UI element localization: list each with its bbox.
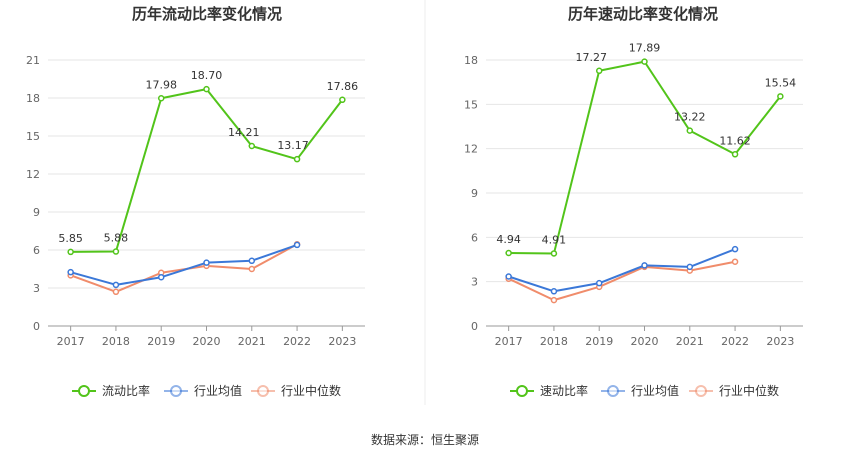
- data-point: [339, 96, 346, 104]
- data-point: [505, 273, 512, 280]
- data-point: [686, 127, 694, 134]
- y-tick-label: 3: [33, 282, 40, 295]
- y-tick-label: 9: [33, 206, 40, 219]
- data-point: [112, 288, 120, 296]
- y-tick-label: 0: [471, 320, 478, 333]
- data-point: [505, 249, 512, 257]
- legend-label: 流动比率: [102, 383, 150, 398]
- x-tick-label: 2017: [57, 335, 85, 348]
- x-tick-label: 2023: [766, 335, 794, 348]
- data-label: 15.54: [765, 76, 797, 89]
- y-tick-label: 18: [464, 54, 478, 67]
- data-point: [550, 250, 558, 257]
- data-point: [67, 248, 74, 256]
- legend-marker-icon: [257, 385, 269, 397]
- y-tick-label: 12: [26, 168, 40, 181]
- y-tick-label: 9: [471, 187, 478, 200]
- data-point: [595, 67, 603, 75]
- series-line: [508, 248, 736, 293]
- data-point: [293, 155, 301, 163]
- legend-marker-icon: [516, 385, 528, 397]
- legend-label: 行业均值: [194, 383, 242, 398]
- data-label: 17.98: [145, 78, 177, 91]
- y-tick-label: 6: [471, 231, 478, 244]
- series-line: [508, 60, 782, 255]
- y-tick-label: 6: [33, 244, 40, 257]
- chart-current-ratio: 历年流动比率变化情况 0 3 6 9 12 15 18 21 2017 2018 2019 2020 20…: [26, 5, 365, 398]
- data-point: [203, 259, 210, 266]
- data-point: [157, 95, 165, 102]
- data-point: [248, 142, 256, 150]
- data-point: [641, 262, 648, 269]
- y-tick-label: 18: [26, 92, 40, 105]
- x-tick-label: 2021: [238, 335, 266, 348]
- y-tick-label: 21: [26, 54, 40, 67]
- y-tick-label: 0: [33, 320, 40, 333]
- x-tick-label: 2020: [631, 335, 659, 348]
- data-point: [595, 279, 603, 287]
- legend-label: 行业均值: [631, 383, 679, 398]
- data-point: [248, 265, 256, 273]
- legend-label: 行业中位数: [281, 383, 341, 398]
- chart-title: 历年流动比率变化情况: [132, 5, 282, 23]
- data-label: 18.70: [191, 69, 223, 82]
- legend-marker-icon: [607, 385, 619, 397]
- data-point: [293, 241, 301, 249]
- y-tick-label: 15: [26, 130, 40, 143]
- data-label: 4.91: [542, 233, 567, 246]
- data-point: [157, 273, 165, 281]
- x-tick-label: 2018: [102, 335, 130, 348]
- data-point: [641, 58, 648, 65]
- data-label: 17.86: [327, 80, 359, 93]
- y-tick-label: 3: [471, 276, 478, 289]
- legend-marker-icon: [78, 385, 90, 397]
- legend-label: 行业中位数: [719, 383, 779, 398]
- data-point: [248, 257, 256, 265]
- data-point: [67, 268, 74, 276]
- x-tick-label: 2021: [676, 335, 704, 348]
- y-tick-label: 12: [464, 143, 478, 156]
- x-tick-label: 2019: [585, 335, 613, 348]
- data-label: 5.85: [58, 232, 83, 245]
- data-label: 17.89: [629, 42, 661, 55]
- data-point: [203, 85, 210, 93]
- x-tick-label: 2018: [540, 335, 568, 348]
- data-label: 11.62: [719, 134, 751, 147]
- legend-marker-icon: [695, 385, 707, 397]
- data-point: [550, 296, 558, 304]
- x-tick-label: 2023: [328, 335, 356, 348]
- x-tick-label: 2022: [721, 335, 749, 348]
- data-point: [731, 151, 739, 158]
- data-label: 13.17: [277, 139, 309, 152]
- data-label: 5.88: [104, 232, 129, 245]
- series-line: [70, 243, 298, 286]
- y-tick-label: 15: [464, 98, 478, 111]
- data-point: [686, 263, 694, 271]
- chart-title: 历年速动比率变化情况: [568, 5, 718, 23]
- x-tick-label: 2019: [147, 335, 175, 348]
- data-label: 14.21: [228, 126, 260, 139]
- data-point: [112, 281, 120, 289]
- data-point: [731, 245, 739, 253]
- data-point: [731, 258, 739, 265]
- x-tick-label: 2017: [495, 335, 523, 348]
- data-point: [112, 248, 120, 255]
- legend-label: 速动比率: [540, 383, 588, 398]
- data-label: 4.94: [496, 233, 521, 246]
- data-point: [550, 288, 558, 295]
- data-label: 17.27: [575, 51, 607, 64]
- series-line: [508, 260, 736, 302]
- chart-quick-ratio: 历年速动比率变化情况 0 3 6 9 12 15 18 2017 2018 2019 2020 2021…: [464, 5, 803, 398]
- data-label: 13.22: [674, 111, 706, 124]
- x-tick-label: 2022: [283, 335, 311, 348]
- data-point: [777, 93, 784, 100]
- data-source-note: 数据来源：恒生聚源: [371, 432, 479, 447]
- x-tick-label: 2020: [193, 335, 221, 348]
- legend-marker-icon: [170, 385, 182, 397]
- series-line: [70, 88, 344, 253]
